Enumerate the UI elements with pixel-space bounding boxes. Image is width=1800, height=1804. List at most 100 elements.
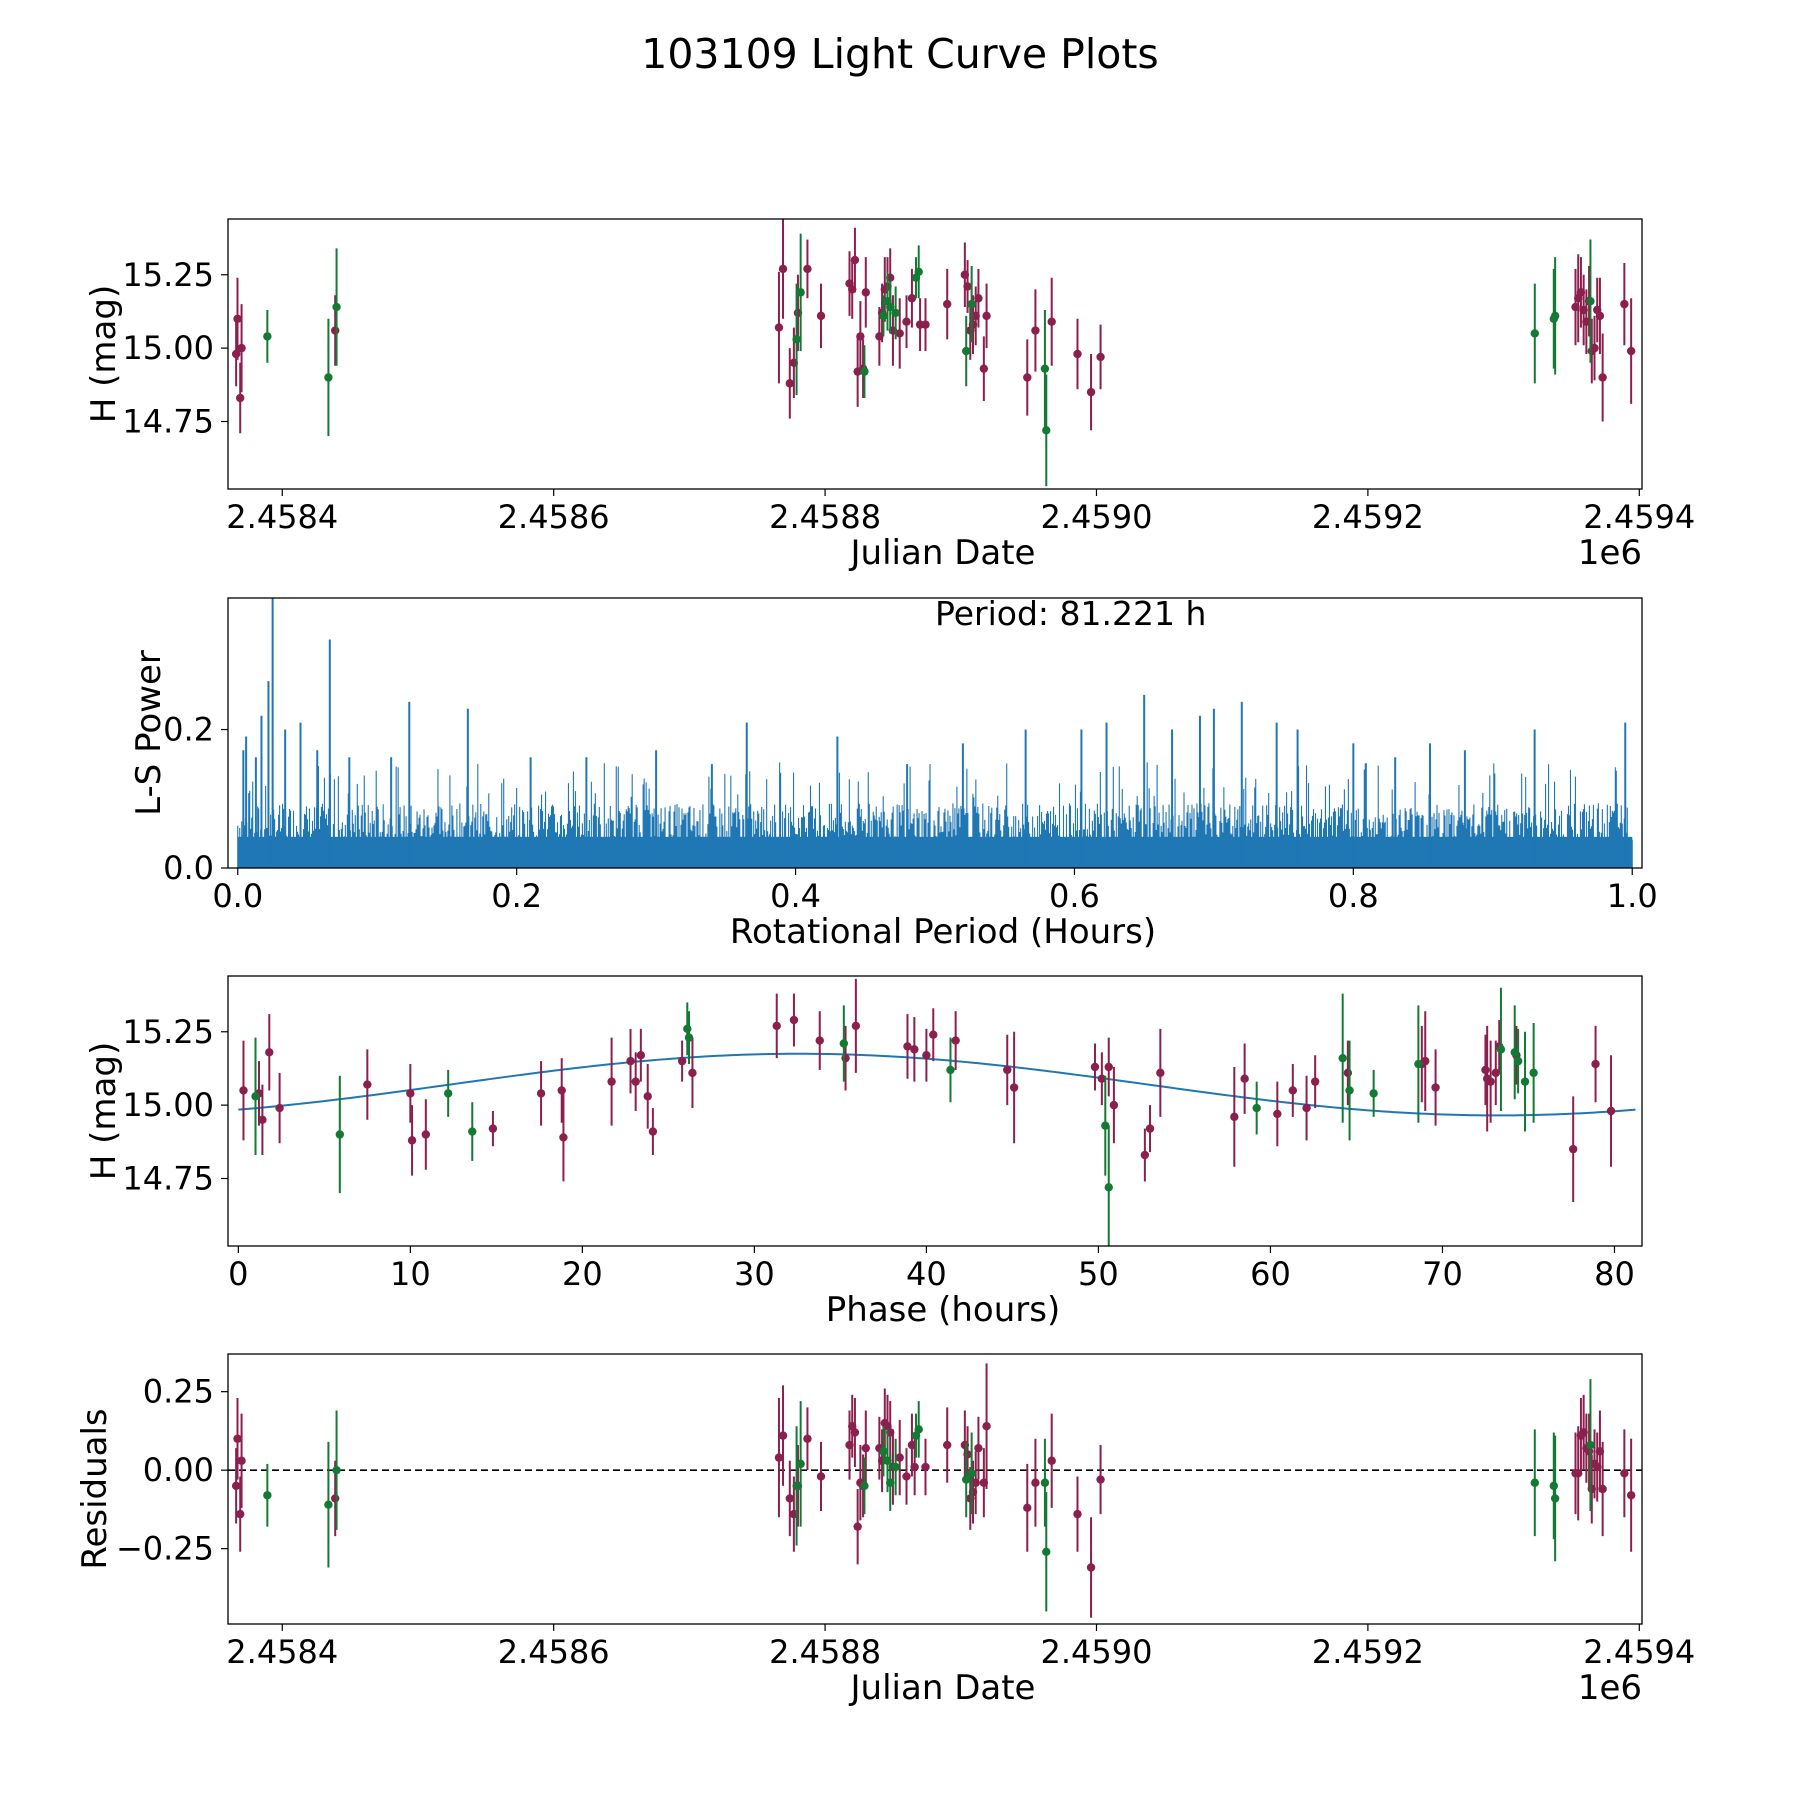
primary-data-point bbox=[974, 1416, 983, 1480]
data-marker bbox=[979, 364, 989, 373]
data-marker bbox=[684, 1033, 694, 1042]
x-tick-label: 2.4584 bbox=[226, 498, 338, 536]
primary-data-point bbox=[1047, 277, 1056, 366]
data-marker bbox=[1620, 299, 1629, 309]
data-marker bbox=[557, 1086, 566, 1095]
primary-data-point bbox=[1023, 1463, 1032, 1552]
y-tick-label: 15.00 bbox=[122, 1086, 214, 1124]
data-marker bbox=[1496, 1045, 1506, 1054]
primary-data-point bbox=[816, 283, 826, 349]
primary-data-point bbox=[1086, 1517, 1096, 1618]
secondary-data-point bbox=[1530, 1429, 1539, 1537]
data-marker bbox=[1023, 1503, 1032, 1513]
data-marker bbox=[974, 294, 983, 303]
data-marker bbox=[1252, 1103, 1261, 1113]
primary-data-point bbox=[1598, 1441, 1607, 1537]
secondary-data-point bbox=[1513, 1028, 1523, 1094]
primary-data-point bbox=[236, 1476, 245, 1552]
x-tick-label: 70 bbox=[1422, 1255, 1463, 1293]
data-marker bbox=[861, 1443, 870, 1453]
data-marker bbox=[774, 323, 784, 332]
data-marker bbox=[1369, 1089, 1378, 1098]
data-marker bbox=[443, 1089, 453, 1098]
x-tick-label: 0 bbox=[228, 1255, 248, 1293]
residuals-panel: 2.4584 2.4586 2.4588 2.4590 2.4592 2.4594 −0.2… bbox=[75, 1353, 1695, 1708]
data-marker bbox=[1414, 1059, 1423, 1069]
data-marker bbox=[886, 1478, 895, 1487]
data-marker bbox=[1101, 1121, 1110, 1130]
secondary-data-point bbox=[914, 1401, 923, 1458]
primary-data-point bbox=[1273, 1081, 1282, 1147]
primary-data-point bbox=[1090, 1043, 1100, 1091]
data-marker bbox=[1421, 1056, 1430, 1066]
primary-data-point bbox=[1595, 277, 1605, 354]
secondary-data-point bbox=[796, 233, 805, 352]
primary-data-point bbox=[607, 1037, 616, 1126]
primary-data-point bbox=[406, 1064, 415, 1123]
secondary-data-point bbox=[860, 1457, 869, 1515]
secondary-data-point bbox=[1550, 257, 1560, 375]
secondary-data-point bbox=[1252, 1081, 1261, 1135]
data-marker bbox=[772, 1021, 781, 1031]
y-axis-label: L-S Power bbox=[129, 650, 169, 816]
data-marker bbox=[1513, 1056, 1523, 1066]
secondary-data-point bbox=[1104, 1125, 1113, 1246]
data-marker bbox=[1230, 1112, 1239, 1122]
data-marker bbox=[1431, 1083, 1440, 1092]
data-marker bbox=[648, 1127, 658, 1136]
data-marker bbox=[1003, 1065, 1012, 1075]
primary-data-point bbox=[631, 1052, 640, 1111]
secondary-data-point bbox=[1530, 283, 1539, 384]
secondary-data-point bbox=[1586, 239, 1595, 363]
secondary-data-point bbox=[332, 1410, 341, 1530]
primary-data-point bbox=[421, 1099, 431, 1170]
data-marker bbox=[1590, 343, 1599, 353]
data-marker bbox=[1595, 311, 1605, 321]
secondary-data-point bbox=[1042, 1492, 1051, 1612]
x-tick-label: 30 bbox=[734, 1255, 775, 1293]
secondary-data-point bbox=[1496, 987, 1506, 1111]
data-marker bbox=[332, 1465, 341, 1475]
primary-data-point bbox=[1343, 1040, 1353, 1106]
data-marker bbox=[536, 1089, 546, 1098]
data-marker bbox=[1104, 1183, 1113, 1192]
secondary-data-point bbox=[1345, 1040, 1354, 1141]
data-marker bbox=[1550, 1494, 1560, 1503]
x-tick-label: 10 bbox=[390, 1255, 431, 1293]
primary-data-point bbox=[265, 1014, 274, 1091]
y-tick-label: 0.00 bbox=[143, 1451, 214, 1489]
primary-data-point bbox=[951, 1011, 960, 1070]
data-marker bbox=[626, 1056, 635, 1066]
data-marker bbox=[1620, 1469, 1629, 1478]
data-marker bbox=[363, 1080, 372, 1089]
data-marker bbox=[607, 1077, 616, 1086]
data-marker bbox=[803, 1434, 812, 1443]
y-tick-label: 0.0 bbox=[163, 849, 214, 887]
primary-data-point bbox=[236, 362, 245, 434]
secondary-data-point bbox=[1510, 1005, 1519, 1100]
data-marker bbox=[963, 1450, 972, 1459]
data-marker bbox=[631, 1077, 640, 1086]
data-marker bbox=[265, 1048, 274, 1057]
x-offset-label: 1e6 bbox=[1578, 1668, 1642, 1708]
data-marker bbox=[1598, 1484, 1607, 1494]
data-marker bbox=[982, 1422, 991, 1431]
primary-data-point bbox=[982, 1363, 991, 1489]
data-marker bbox=[1156, 1068, 1165, 1078]
secondary-data-point bbox=[839, 1005, 849, 1082]
secondary-data-point bbox=[860, 345, 869, 399]
data-marker bbox=[1031, 326, 1040, 335]
y-tick-label: 14.75 bbox=[122, 1160, 214, 1198]
primary-data-point bbox=[1109, 1066, 1119, 1144]
x-tick-label: 1.0 bbox=[1607, 877, 1658, 915]
primary-data-point bbox=[1023, 339, 1032, 416]
primary-data-point bbox=[861, 1410, 870, 1486]
primary-data-point bbox=[861, 257, 870, 328]
data-marker bbox=[861, 288, 870, 297]
primary-data-point bbox=[979, 336, 989, 401]
data-marker bbox=[943, 299, 952, 309]
data-marker bbox=[421, 1130, 431, 1139]
y-tick-label: 0.2 bbox=[163, 711, 214, 749]
primary-data-point bbox=[1097, 1052, 1107, 1106]
secondary-data-point bbox=[1549, 1432, 1558, 1540]
